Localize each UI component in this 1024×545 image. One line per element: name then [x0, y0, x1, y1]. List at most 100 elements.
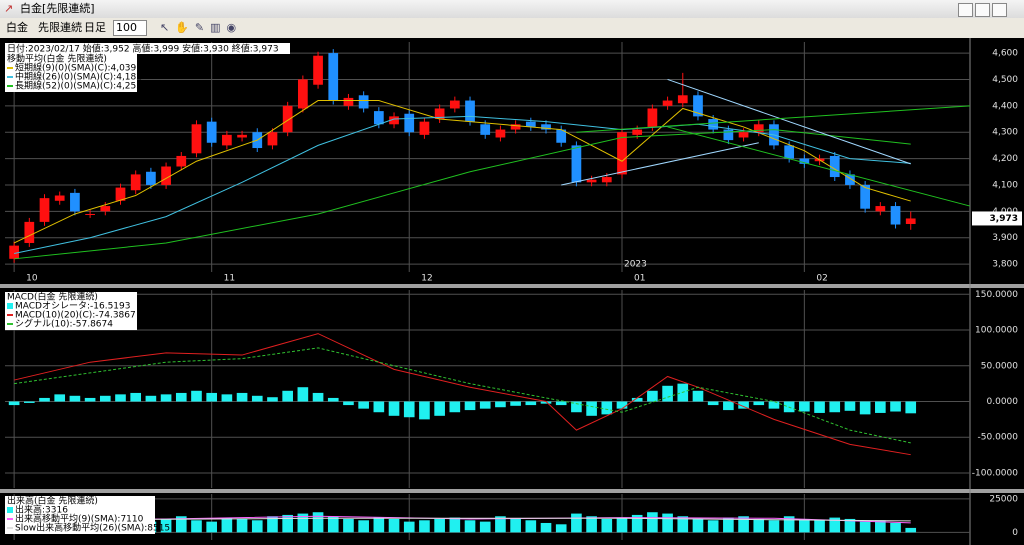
- legend-entry: MACDオシレータ:-16.5193: [15, 301, 130, 312]
- bar: [373, 401, 385, 413]
- candle-body: [222, 134, 232, 146]
- candle-body: [860, 184, 871, 209]
- legend-entry: 出来高:3316: [15, 504, 68, 516]
- bar: [814, 401, 825, 413]
- candle-body: [890, 206, 901, 225]
- bar: [525, 401, 537, 406]
- bar: [859, 401, 871, 415]
- candle-body: [115, 187, 126, 201]
- bar: [388, 401, 400, 416]
- bar: [707, 520, 719, 533]
- minimize-button[interactable]: [958, 3, 973, 17]
- bar: [768, 520, 780, 533]
- bar: [145, 395, 157, 402]
- symbol-label[interactable]: 白金: [6, 21, 28, 34]
- bar: [8, 401, 20, 406]
- bar: [799, 401, 810, 412]
- maximize-button[interactable]: [975, 3, 990, 17]
- bar: [175, 392, 187, 402]
- bar: [191, 520, 202, 533]
- bar: [236, 518, 248, 533]
- candle-body: [525, 121, 536, 127]
- bar: [160, 394, 172, 402]
- bar: [39, 397, 50, 402]
- candle-body: [24, 221, 35, 243]
- candle-body: [70, 192, 80, 212]
- bar: [859, 521, 871, 533]
- candle-body: [784, 145, 795, 159]
- candle-body: [480, 124, 491, 135]
- bar: [890, 401, 901, 412]
- bar: [905, 527, 917, 533]
- trend-line: [561, 142, 759, 186]
- close-button[interactable]: [992, 3, 1007, 17]
- legend-title: 出来高(白金 先限連続): [7, 495, 98, 507]
- legend-entry: 短期線(9)(0)(SMA)(C):4,039: [15, 62, 137, 74]
- candle-body: [647, 108, 658, 127]
- bar: [555, 401, 567, 406]
- candle-body: [601, 177, 612, 183]
- bar: [419, 520, 430, 533]
- bar: [799, 518, 810, 533]
- legend-box: [5, 292, 137, 330]
- legend-entry: 出来高移動平均(9)(SMA):7110: [15, 513, 144, 525]
- legend-box: [5, 54, 137, 92]
- candle-body: [738, 132, 749, 138]
- candle-body: [161, 166, 171, 185]
- y-tick-label: 4,500: [992, 75, 1018, 85]
- bar: [692, 390, 704, 402]
- candle-body: [419, 121, 430, 135]
- bar: [631, 397, 643, 402]
- bar: [267, 397, 278, 402]
- bar: [905, 401, 917, 414]
- bar: [160, 518, 172, 533]
- period-select[interactable]: 日足: [84, 21, 106, 34]
- legend-title: 移動平均(白金 先限連続): [7, 53, 107, 65]
- bar: [358, 401, 369, 409]
- bar: [84, 397, 96, 402]
- bar: [54, 394, 66, 402]
- bar: [723, 517, 734, 533]
- y-tick-label: 4,400: [992, 101, 1018, 111]
- indicator-line: [14, 129, 911, 260]
- bar: [206, 521, 217, 533]
- bar: [449, 401, 461, 413]
- last-price-box: [972, 211, 1022, 226]
- bar: [267, 516, 278, 533]
- candle-body: [449, 100, 460, 109]
- bar: [495, 516, 506, 533]
- bar: [479, 521, 491, 533]
- bar: [191, 390, 202, 402]
- indicator-line: [14, 115, 911, 255]
- candle-body: [434, 108, 445, 120]
- bar: [525, 520, 537, 533]
- bar: [510, 401, 521, 406]
- count-input[interactable]: 100: [113, 20, 147, 36]
- x-tick-label: 02: [816, 274, 827, 284]
- x-tick-label: 10: [26, 274, 38, 284]
- candle-body: [905, 218, 916, 224]
- tool-icons[interactable]: ↖✋✎▥◉: [160, 21, 243, 34]
- candle-body: [282, 105, 293, 133]
- y-tick-label: 4,600: [992, 49, 1018, 59]
- candle-body: [100, 206, 111, 212]
- panel-separator: [0, 489, 1024, 493]
- bar: [571, 401, 582, 413]
- bar: [631, 514, 643, 533]
- bar: [297, 513, 309, 533]
- bar: [327, 397, 339, 402]
- candle-body: [617, 132, 627, 175]
- contract-label[interactable]: 先限連続: [38, 21, 82, 34]
- bar: [555, 524, 567, 533]
- bar: [403, 521, 415, 533]
- indicator-line: [13, 100, 911, 244]
- candle-body: [708, 119, 719, 130]
- bar: [768, 401, 780, 409]
- bar: [662, 385, 673, 402]
- trend-line: [667, 78, 911, 165]
- trend-line: [576, 105, 971, 133]
- candle-body: [389, 116, 399, 125]
- bar: [23, 401, 35, 403]
- legend-box: [5, 496, 155, 534]
- bar: [753, 518, 765, 533]
